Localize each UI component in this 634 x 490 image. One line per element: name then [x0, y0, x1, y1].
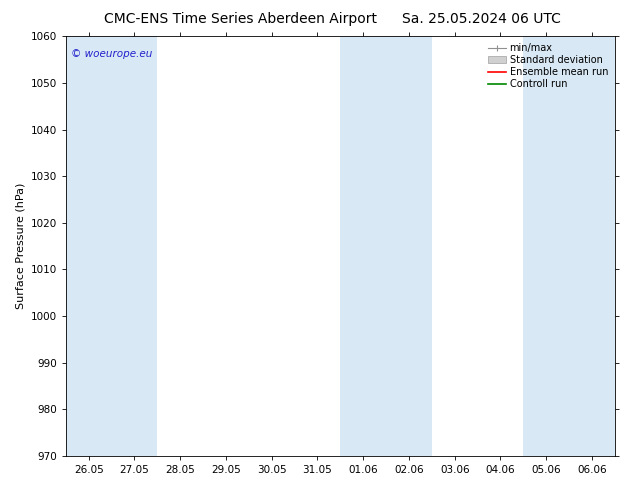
- Text: © woeurope.eu: © woeurope.eu: [71, 49, 153, 59]
- Bar: [386, 36, 432, 456]
- Bar: [569, 36, 615, 456]
- Bar: [340, 36, 386, 456]
- Bar: [112, 36, 157, 456]
- Text: Sa. 25.05.2024 06 UTC: Sa. 25.05.2024 06 UTC: [403, 12, 561, 26]
- Text: CMC-ENS Time Series Aberdeen Airport: CMC-ENS Time Series Aberdeen Airport: [105, 12, 377, 26]
- Y-axis label: Surface Pressure (hPa): Surface Pressure (hPa): [15, 183, 25, 309]
- Bar: [523, 36, 569, 456]
- Bar: [66, 36, 112, 456]
- Legend: min/max, Standard deviation, Ensemble mean run, Controll run: min/max, Standard deviation, Ensemble me…: [486, 41, 610, 91]
